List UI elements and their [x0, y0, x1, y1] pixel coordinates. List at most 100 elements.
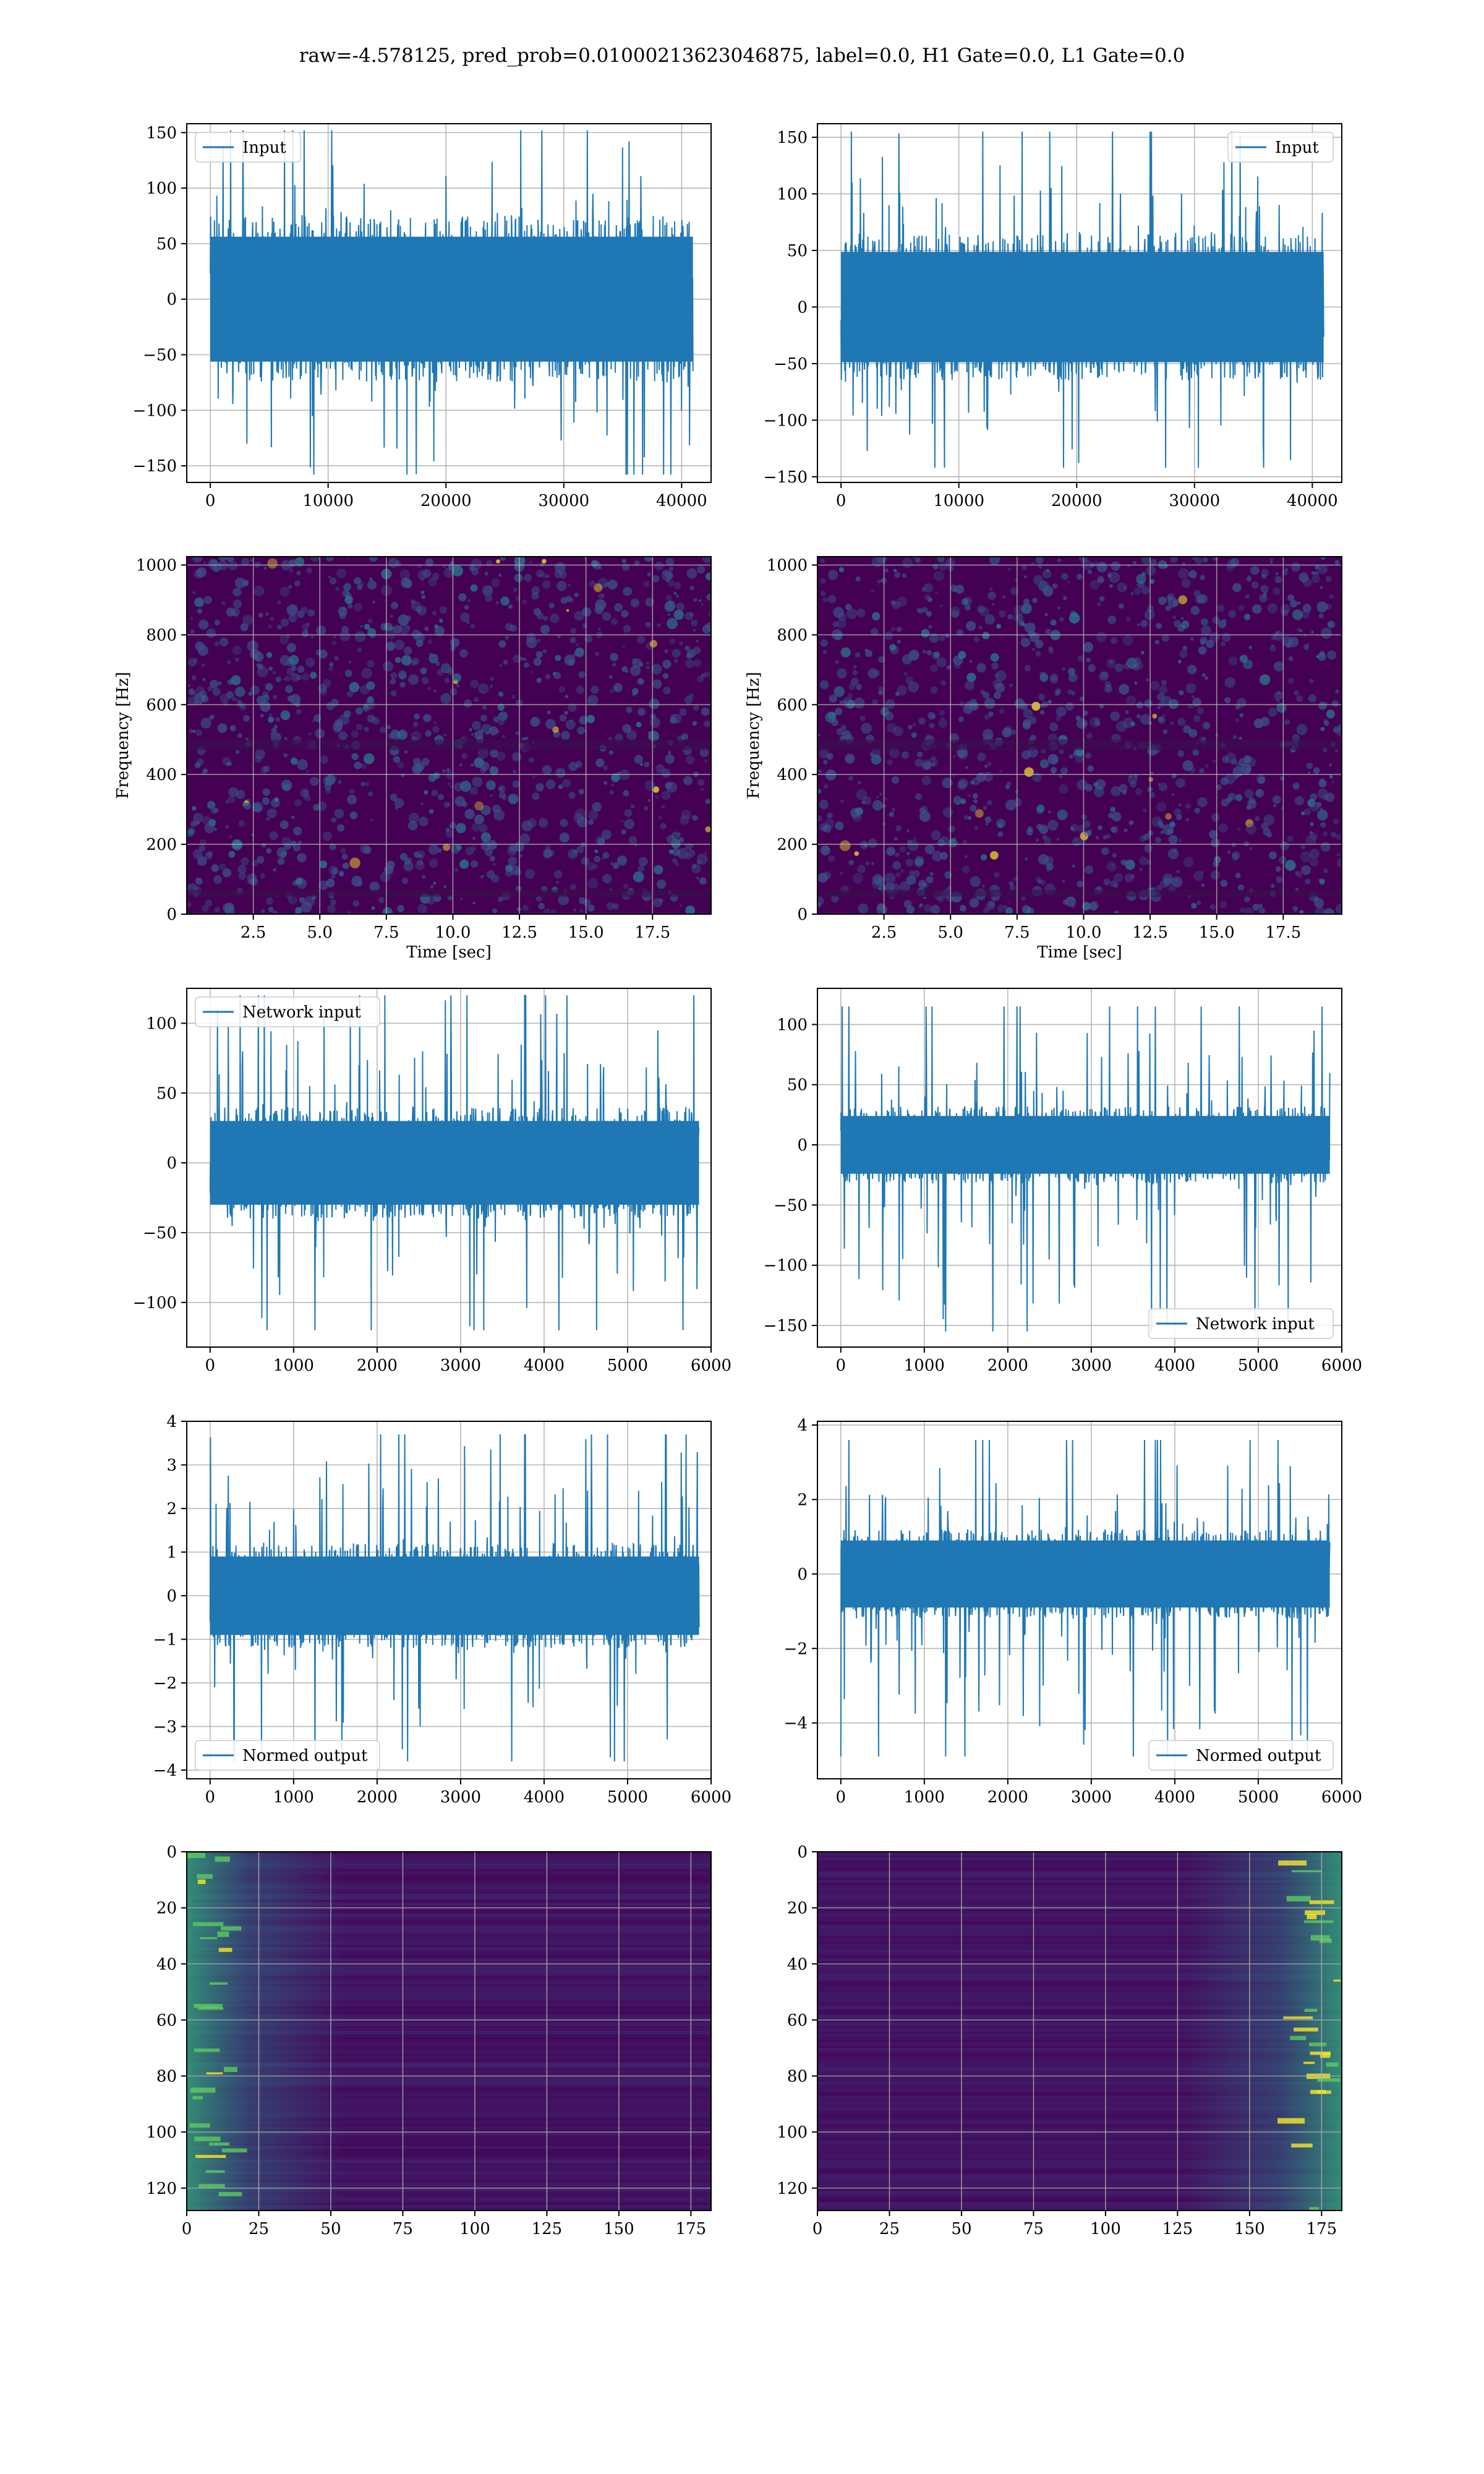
spectrogram-l1-cell [1200, 639, 1206, 645]
spectrogram-l1-cell [1321, 627, 1332, 639]
spectrogram-l1-cell [1171, 793, 1174, 796]
spectrogram-h1-cell [454, 867, 459, 872]
spectrogram-l1-cell [1290, 600, 1298, 608]
spectrogram-l1-cell [987, 591, 996, 600]
spectrogram-h1-cell [411, 599, 416, 604]
spectrogram-h1-cell [570, 628, 576, 634]
spectrogram-h1-cell [364, 781, 369, 786]
spectrogram-h1-cell [422, 875, 426, 879]
spectrogram-h1-cell [498, 786, 503, 791]
network-input-h1-frame [186, 988, 712, 1348]
spectrogram-h1-cell [651, 664, 662, 675]
spectrogram-h1-cell [456, 823, 466, 834]
spectrogram-l1-cell [1252, 904, 1260, 911]
spectrogram-h1-cell [330, 899, 336, 905]
spectrogram-h1-cell [275, 676, 281, 682]
network-input-l1-ytick-label: 50 [787, 1076, 808, 1095]
spectrogram-l1-band [817, 889, 1342, 897]
spectrogram-h1-cell [474, 801, 484, 811]
spectrogram-l1-cell [829, 695, 837, 703]
spectrogram-l1-cell [1325, 575, 1332, 582]
spectrogram-l1-cell [1290, 562, 1301, 572]
spectrogram-l1-cell [911, 732, 918, 738]
spectrogram-h1-cell [241, 857, 249, 866]
spectrogram-h1-cell [405, 615, 412, 622]
spectrogram-l1-cell [1159, 879, 1169, 888]
spectrogram-l1-cell [1318, 779, 1327, 788]
spectrogram-h1-cell [232, 588, 242, 597]
spectrogram-l1-cell [1104, 680, 1111, 688]
feature-map-l1-bright-spot [1304, 2008, 1318, 2012]
spectrogram-l1-cell [1156, 802, 1167, 812]
normed-output-h1-series-core [210, 1556, 699, 1635]
spectrogram-h1-cell [403, 646, 412, 656]
spectrogram-l1-cell [948, 825, 955, 833]
spectrogram-l1-cell [824, 818, 835, 829]
spectrogram-h1-cell [325, 787, 331, 794]
spectrogram-h1-cell [654, 865, 663, 875]
spectrogram-h1-cell [482, 585, 493, 596]
spectrogram-l1-cell [931, 755, 936, 761]
spectrogram-h1-cell [700, 788, 704, 792]
spectrogram-h1-cell [636, 722, 642, 727]
spectrogram-h1-cell [584, 635, 593, 643]
spectrogram-h1-cell [555, 654, 561, 661]
spectrogram-l1-cell [897, 685, 907, 696]
spectrogram-h1-cell [661, 768, 671, 778]
spectrogram-h1-cell [273, 695, 278, 700]
spectrogram-l1-cell [968, 816, 971, 820]
spectrogram-h1-cell [225, 902, 234, 912]
normed-output-h1-frame [186, 1421, 712, 1779]
feature-map-h1-bright-spot [209, 1982, 228, 1985]
spectrogram-h1-cell [272, 670, 276, 675]
spectrogram-h1-cell [266, 848, 272, 854]
spectrogram-l1-cell [864, 648, 868, 653]
spectrogram-h1-cell [704, 760, 707, 763]
spectrogram-h1-frame [186, 556, 712, 915]
spectrogram-l1-cell [1012, 615, 1020, 622]
spectrogram-l1-cell [952, 755, 956, 758]
spectrogram-l1-cell [1067, 689, 1073, 695]
spectrogram-h1-cell [218, 681, 222, 685]
spectrogram-l1-cell [1292, 609, 1303, 620]
spectrogram-l1-cell [939, 635, 945, 641]
input-h1-ytick-label: −150 [133, 457, 177, 476]
spectrogram-l1-cell [1205, 764, 1209, 768]
spectrogram-h1-cell [536, 677, 542, 683]
spectrogram-l1-cell [1287, 836, 1294, 842]
spectrogram-h1-cell [349, 811, 358, 820]
spectrogram-h1-cell [464, 604, 469, 610]
spectrogram-h1-cell [435, 661, 440, 666]
spectrogram-h1-cell [471, 823, 481, 832]
normed-output-h1-xtick-label: 4000 [524, 1788, 565, 1807]
spectrogram-h1-cell [631, 688, 639, 695]
spectrogram-h1-cell [432, 572, 440, 580]
spectrogram-h1-cell [614, 603, 623, 612]
spectrogram-l1-cell [877, 758, 881, 762]
spectrogram-h1-cell [681, 733, 689, 740]
input-l1-axes: 0 10000 20000 30000 40000−150−100−5005010015… [764, 123, 1342, 510]
spectrogram-l1-cell [1020, 703, 1028, 711]
spectrogram-h1-cell [289, 568, 293, 573]
spectrogram-h1-cell [305, 622, 310, 626]
spectrogram-l1-cell [940, 716, 944, 720]
spectrogram-l1-cell [1062, 880, 1065, 883]
spectrogram-l1-cell [974, 826, 979, 831]
spectrogram-l1-cell [824, 784, 829, 789]
spectrogram-h1-cell [192, 729, 196, 733]
spectrogram-h1-cell [705, 826, 711, 833]
spectrogram-h1-cell [338, 780, 342, 784]
spectrogram-l1-cell [1188, 570, 1197, 579]
spectrogram-l1-cell [1288, 656, 1294, 662]
spectrogram-h1-cell [492, 862, 497, 867]
spectrogram-h1-cell [576, 643, 579, 646]
spectrogram-l1-cell [1276, 698, 1280, 703]
spectrogram-l1-cell [1300, 851, 1311, 862]
spectrogram-h1-cell [338, 606, 348, 617]
spectrogram-h1-cell [407, 625, 411, 629]
spectrogram-h1-cell [268, 713, 273, 717]
spectrogram-l1-cell [1103, 878, 1111, 886]
feature-map-h1-ytick-label: 40 [156, 1955, 177, 1974]
feature-map-h1-ytick-label: 0 [166, 1843, 177, 1862]
